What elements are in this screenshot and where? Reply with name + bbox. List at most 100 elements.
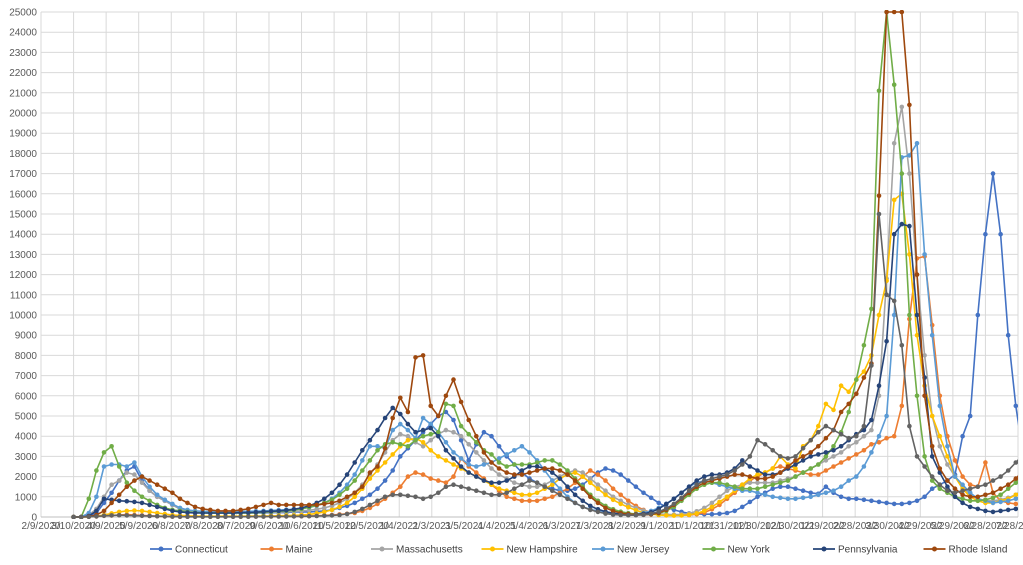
data-point bbox=[664, 506, 669, 511]
data-point bbox=[474, 440, 479, 445]
data-point bbox=[360, 458, 365, 463]
y-tick-label: 16000 bbox=[9, 189, 37, 200]
data-point bbox=[603, 492, 608, 498]
data-point bbox=[740, 462, 745, 467]
data-point bbox=[861, 343, 867, 348]
data-point bbox=[78, 514, 84, 519]
data-point bbox=[436, 454, 441, 459]
data-point bbox=[154, 492, 160, 498]
data-point bbox=[1013, 460, 1018, 465]
data-point bbox=[793, 466, 798, 471]
data-point bbox=[428, 425, 434, 431]
data-point bbox=[967, 504, 973, 510]
x-tick-label: 11/30/2021 bbox=[733, 521, 783, 532]
data-point bbox=[360, 496, 365, 502]
data-point bbox=[534, 498, 540, 504]
data-point bbox=[542, 466, 547, 471]
data-point bbox=[762, 442, 768, 447]
data-point bbox=[519, 498, 525, 504]
data-point bbox=[382, 494, 388, 500]
data-point bbox=[990, 171, 996, 176]
data-point bbox=[299, 514, 304, 519]
data-point bbox=[656, 500, 661, 506]
data-point bbox=[405, 433, 411, 439]
data-point bbox=[671, 496, 677, 502]
y-tick-label: 25000 bbox=[9, 8, 37, 19]
data-point bbox=[534, 468, 540, 473]
data-point bbox=[451, 429, 456, 435]
data-point bbox=[519, 444, 525, 449]
data-point bbox=[808, 466, 813, 471]
data-point bbox=[770, 466, 775, 471]
data-point bbox=[466, 417, 472, 423]
data-point bbox=[770, 486, 775, 492]
data-point bbox=[724, 482, 730, 488]
data-point bbox=[367, 437, 373, 443]
data-point bbox=[929, 474, 935, 479]
data-point bbox=[451, 377, 456, 382]
data-point bbox=[702, 478, 707, 483]
data-point bbox=[861, 433, 867, 439]
data-point bbox=[405, 437, 411, 443]
data-point bbox=[846, 444, 851, 449]
data-point bbox=[838, 444, 844, 449]
data-point bbox=[816, 462, 821, 467]
data-point bbox=[398, 431, 403, 437]
data-point bbox=[496, 456, 502, 461]
data-point bbox=[588, 468, 593, 473]
data-point bbox=[899, 343, 905, 348]
data-point bbox=[983, 497, 988, 503]
data-point bbox=[352, 478, 358, 483]
data-point bbox=[914, 393, 920, 399]
data-point bbox=[762, 472, 768, 477]
data-point bbox=[147, 509, 152, 515]
data-point bbox=[580, 498, 585, 504]
data-point bbox=[413, 470, 418, 475]
data-point bbox=[610, 486, 616, 492]
data-point bbox=[770, 474, 775, 479]
data-point bbox=[390, 468, 396, 473]
data-point bbox=[147, 484, 152, 490]
data-point bbox=[458, 423, 464, 429]
data-point bbox=[762, 476, 768, 481]
data-point bbox=[831, 427, 836, 433]
data-point bbox=[390, 492, 396, 498]
data-point bbox=[922, 393, 927, 399]
data-point bbox=[177, 509, 183, 515]
data-point bbox=[907, 252, 912, 257]
data-point bbox=[823, 454, 829, 459]
data-point bbox=[595, 482, 601, 488]
data-point bbox=[474, 474, 479, 479]
data-point bbox=[382, 446, 388, 451]
data-point bbox=[132, 513, 137, 518]
data-point bbox=[360, 448, 365, 453]
data-point bbox=[876, 193, 882, 199]
data-point bbox=[838, 409, 844, 415]
y-axis: 0 1000 2000 3000 4000 5000 6000 7000 8000 9000 100… bbox=[9, 8, 37, 524]
x-tick-label: 10/6/2020 bbox=[279, 521, 324, 532]
data-point bbox=[755, 437, 760, 443]
data-point bbox=[861, 375, 867, 380]
data-point bbox=[466, 486, 472, 492]
data-point bbox=[466, 431, 472, 437]
data-point bbox=[929, 486, 935, 492]
data-point bbox=[808, 437, 813, 443]
data-point bbox=[344, 500, 350, 506]
data-point bbox=[998, 508, 1003, 514]
data-point bbox=[405, 421, 411, 427]
data-point bbox=[139, 508, 145, 514]
data-point bbox=[436, 490, 441, 496]
data-point bbox=[124, 470, 130, 475]
data-point bbox=[268, 509, 274, 514]
data-point bbox=[542, 496, 547, 502]
data-point bbox=[337, 498, 342, 504]
data-point bbox=[170, 514, 175, 519]
data-point bbox=[109, 513, 114, 518]
data-point bbox=[398, 395, 403, 401]
data-point bbox=[929, 332, 935, 338]
data-point bbox=[876, 440, 882, 445]
data-point bbox=[565, 496, 570, 502]
y-tick-label: 1000 bbox=[15, 492, 38, 503]
data-point bbox=[496, 492, 502, 498]
legend-swatch-marker bbox=[158, 546, 164, 552]
